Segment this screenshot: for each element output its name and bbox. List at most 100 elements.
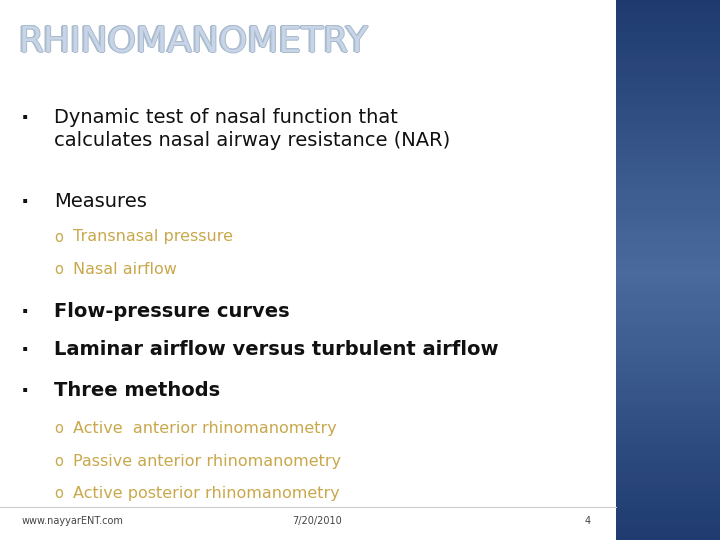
Bar (616, 502, 720, 508)
Bar (616, 378, 720, 383)
Bar (616, 329, 720, 335)
Bar (616, 232, 720, 238)
Text: o: o (54, 421, 63, 436)
Bar (616, 189, 720, 194)
Bar (616, 383, 720, 389)
Text: 7/20/2010: 7/20/2010 (292, 516, 342, 526)
Text: Passive anterior rhinomanometry: Passive anterior rhinomanometry (73, 454, 341, 469)
Text: RHINOMANOMETRY: RHINOMANOMETRY (18, 23, 368, 57)
Bar (616, 416, 720, 421)
Bar (616, 265, 720, 270)
Bar (616, 173, 720, 178)
Text: o: o (54, 454, 63, 469)
Text: Measures: Measures (54, 192, 147, 211)
Bar (616, 427, 720, 432)
Bar (616, 216, 720, 221)
Bar (616, 32, 720, 38)
Bar (616, 113, 720, 119)
Bar (616, 486, 720, 491)
Bar (616, 221, 720, 227)
Bar (616, 135, 720, 140)
Bar (616, 86, 720, 92)
Bar (616, 286, 720, 292)
Text: www.nayyarENT.com: www.nayyarENT.com (22, 516, 123, 526)
Bar (616, 76, 720, 81)
Bar (616, 0, 720, 5)
Text: Flow-pressure curves: Flow-pressure curves (54, 302, 289, 321)
Bar (616, 259, 720, 265)
Text: Dynamic test of nasal function that
calculates nasal airway resistance (NAR): Dynamic test of nasal function that calc… (54, 108, 450, 151)
Bar (616, 443, 720, 448)
Bar (616, 270, 720, 275)
Text: ·: · (21, 302, 30, 322)
Bar (616, 27, 720, 32)
Bar (616, 227, 720, 232)
Text: Active posterior rhinomanometry: Active posterior rhinomanometry (73, 486, 340, 501)
Bar (616, 432, 720, 437)
Bar (616, 5, 720, 11)
Bar (616, 513, 720, 518)
Bar (616, 319, 720, 324)
Text: RHINOMANOMETRY: RHINOMANOMETRY (18, 24, 368, 58)
Text: Active  anterior rhinomanometry: Active anterior rhinomanometry (73, 421, 337, 436)
Bar (616, 130, 720, 135)
Bar (616, 362, 720, 367)
Bar (616, 16, 720, 22)
Bar (616, 54, 720, 59)
Bar (616, 297, 720, 302)
Bar (616, 324, 720, 329)
Bar (616, 108, 720, 113)
Bar (616, 275, 720, 281)
Bar (616, 421, 720, 427)
Bar (616, 454, 720, 459)
Bar (616, 437, 720, 443)
Bar (616, 389, 720, 394)
Bar (616, 146, 720, 151)
Bar (616, 124, 720, 130)
Text: RHINOMANOMETRY: RHINOMANOMETRY (19, 25, 369, 59)
Bar (616, 400, 720, 405)
Bar (616, 373, 720, 378)
Bar (616, 281, 720, 286)
Text: ·: · (21, 340, 30, 360)
Bar (616, 394, 720, 400)
Bar (616, 238, 720, 243)
Bar (616, 351, 720, 356)
Bar (616, 38, 720, 43)
Bar (616, 92, 720, 97)
Bar (616, 481, 720, 486)
Text: RHINOMANOMETRY: RHINOMANOMETRY (17, 25, 367, 59)
Bar (616, 184, 720, 189)
Bar (616, 157, 720, 162)
Bar (616, 194, 720, 200)
Bar (616, 49, 720, 54)
Bar (616, 524, 720, 529)
Bar (616, 335, 720, 340)
Bar (616, 200, 720, 205)
Bar (616, 529, 720, 535)
Text: RHINOMANOMETRY: RHINOMANOMETRY (17, 24, 366, 58)
Bar (616, 65, 720, 70)
Bar (616, 497, 720, 502)
Bar (616, 292, 720, 297)
Bar (616, 535, 720, 540)
Bar (616, 211, 720, 216)
Bar (616, 97, 720, 103)
Text: Three methods: Three methods (54, 381, 220, 400)
Bar (616, 340, 720, 346)
Text: o: o (54, 262, 63, 277)
Text: o: o (54, 486, 63, 501)
Bar (616, 119, 720, 124)
Text: RHINOMANOMETRY: RHINOMANOMETRY (18, 25, 368, 59)
Text: ·: · (21, 108, 30, 128)
Bar (616, 508, 720, 513)
Bar (616, 308, 720, 313)
Bar (616, 470, 720, 475)
Bar (616, 475, 720, 481)
Text: ·: · (21, 381, 30, 401)
Bar (616, 151, 720, 157)
Bar (616, 43, 720, 49)
Bar (616, 491, 720, 497)
Bar (616, 11, 720, 16)
Bar (616, 254, 720, 259)
